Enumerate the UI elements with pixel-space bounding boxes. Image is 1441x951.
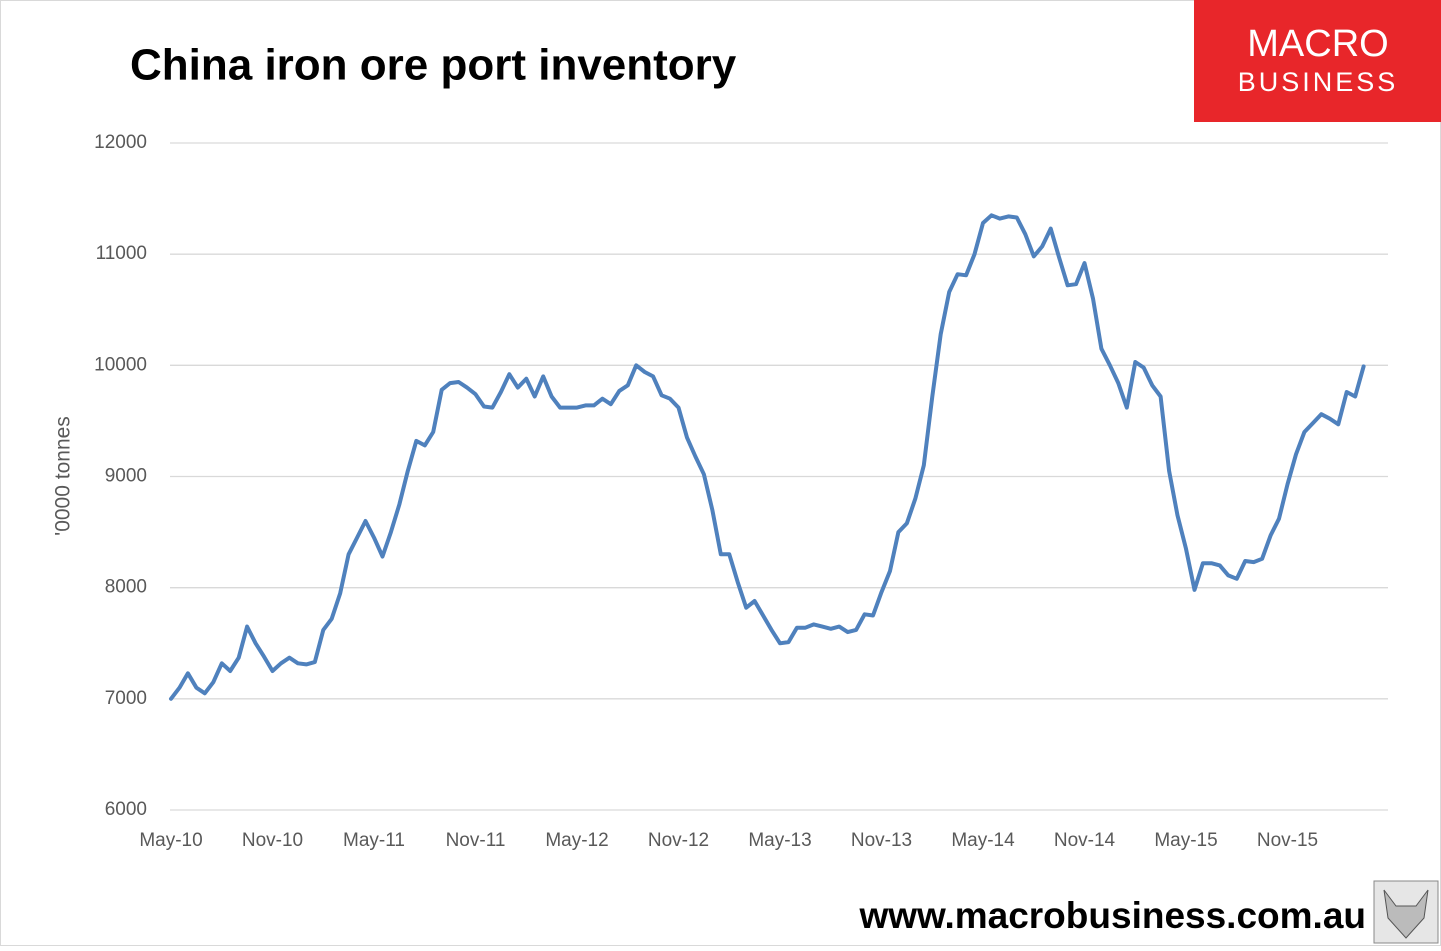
logo-line2: BUSINESS xyxy=(1238,67,1399,97)
data-line xyxy=(169,213,1366,701)
x-tick-label: Nov-14 xyxy=(1054,830,1116,851)
logo-line1: MACRO xyxy=(1247,23,1388,65)
x-tick-label: May-12 xyxy=(545,830,608,851)
y-tick-label: 8000 xyxy=(105,577,147,598)
y-tick-label: 11000 xyxy=(96,243,147,264)
x-tick-label: Nov-11 xyxy=(446,830,506,851)
logo-box xyxy=(1194,0,1441,122)
x-tick-label: May-11 xyxy=(343,830,405,851)
footer-url: www.macrobusiness.com.au xyxy=(858,895,1366,936)
x-tick-label: May-14 xyxy=(951,830,1015,851)
x-tick-label: Nov-12 xyxy=(648,830,709,851)
x-tick-label: Nov-10 xyxy=(242,830,303,851)
chart-title: China iron ore port inventory xyxy=(130,41,737,90)
y-tick-label: 7000 xyxy=(105,688,147,709)
y-tick-label: 10000 xyxy=(94,354,147,375)
x-tick-label: Nov-13 xyxy=(851,830,912,851)
x-tick-label: May-10 xyxy=(139,830,202,851)
y-tick-label: 6000 xyxy=(105,799,147,820)
x-tick-label: May-15 xyxy=(1154,830,1217,851)
y-tick-label: 12000 xyxy=(94,132,147,153)
y-tick-label: 9000 xyxy=(105,466,147,487)
x-tick-label: May-13 xyxy=(748,830,811,851)
x-tick-label: Nov-15 xyxy=(1257,830,1318,851)
y-axis-label: '0000 tonnes xyxy=(52,416,75,536)
fox-face xyxy=(1383,889,1429,939)
